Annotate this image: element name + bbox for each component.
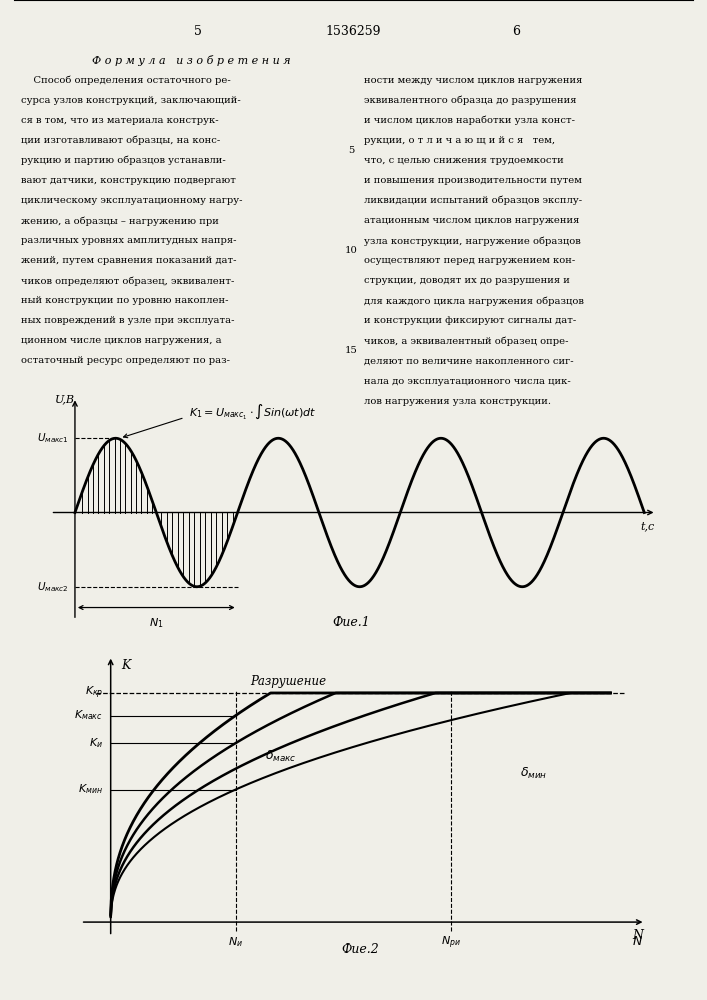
Text: ционном числе циклов нагружения, а: ционном числе циклов нагружения, а (21, 336, 222, 345)
Text: ных повреждений в узле при эксплуата-: ных повреждений в узле при эксплуата- (21, 316, 235, 325)
Text: струкции, доводят их до разрушения и: струкции, доводят их до разрушения и (364, 276, 570, 285)
Text: лов нагружения узла конструкции.: лов нагружения узла конструкции. (364, 397, 551, 406)
Text: что, с целью снижения трудоемкости: что, с целью снижения трудоемкости (364, 156, 564, 165)
Text: атационным числом циклов нагружения: атационным числом циклов нагружения (364, 216, 580, 225)
Text: Фие.2: Фие.2 (341, 943, 380, 956)
Text: $K_{макс}$: $K_{макс}$ (74, 709, 103, 722)
Text: чиков определяют образец, эквивалент-: чиков определяют образец, эквивалент- (21, 276, 235, 286)
Text: узла конструкции, нагружение образцов: узла конструкции, нагружение образцов (364, 236, 581, 246)
Text: U,B: U,B (54, 395, 75, 405)
Text: $K_и$: $K_и$ (89, 736, 103, 750)
Text: $K_{кр}$: $K_{кр}$ (85, 685, 103, 701)
Text: ликвидации испытаний образцов эксплу-: ликвидации испытаний образцов эксплу- (364, 196, 583, 205)
Text: $N_{ри}$: $N_{ри}$ (440, 935, 460, 951)
Text: 5: 5 (194, 25, 202, 38)
Text: Фие.1: Фие.1 (332, 616, 370, 629)
Text: 15: 15 (345, 346, 358, 355)
Text: 10: 10 (345, 246, 358, 255)
Text: и конструкции фиксируют сигналы дат-: и конструкции фиксируют сигналы дат- (364, 316, 576, 325)
Text: t,c: t,c (640, 521, 655, 531)
Text: Разрушение: Разрушение (250, 675, 327, 688)
Text: $N$: $N$ (633, 935, 643, 948)
Text: ся в том, что из материала конструк-: ся в том, что из материала конструк- (21, 116, 219, 125)
Text: деляют по величине накопленного сиг-: деляют по величине накопленного сиг- (364, 356, 573, 365)
Text: $\delta_{макс}$: $\delta_{макс}$ (265, 748, 296, 764)
Text: ции изготавливают образцы, на конс-: ции изготавливают образцы, на конс- (21, 136, 221, 145)
Text: $N_1$: $N_1$ (149, 616, 163, 630)
Text: Способ определения остаточного ре-: Способ определения остаточного ре- (21, 76, 231, 85)
Text: осуществляют перед нагружением кон-: осуществляют перед нагружением кон- (364, 256, 575, 265)
Text: различных уровнях амплитудных напря-: различных уровнях амплитудных напря- (21, 236, 237, 245)
Text: остаточный ресурс определяют по раз-: остаточный ресурс определяют по раз- (21, 356, 230, 365)
Text: нала до эксплуатационного числа цик-: нала до эксплуатационного числа цик- (364, 376, 571, 385)
Text: чиков, а эквивалентный образец опре-: чиков, а эквивалентный образец опре- (364, 336, 568, 346)
Text: жений, путем сравнения показаний дат-: жений, путем сравнения показаний дат- (21, 256, 237, 265)
Text: циклическому эксплуатационному нагру-: циклическому эксплуатационному нагру- (21, 196, 243, 205)
Text: и числом циклов наработки узла конст-: и числом циклов наработки узла конст- (364, 116, 575, 125)
Text: эквивалентного образца до разрушения: эквивалентного образца до разрушения (364, 96, 577, 105)
Text: K: K (121, 659, 130, 672)
Text: ный конструкции по уровню накоплен-: ный конструкции по уровню накоплен- (21, 296, 228, 305)
Text: $K_1 = U_{макс_1} \cdot \int Sin(\omega t) dt$: $K_1 = U_{макс_1} \cdot \int Sin(\omega … (189, 403, 316, 421)
Text: и повышения производительности путем: и повышения производительности путем (364, 176, 582, 185)
Text: жению, а образцы – нагружению при: жению, а образцы – нагружению при (21, 216, 219, 226)
Text: 6: 6 (512, 25, 520, 38)
Text: 5: 5 (348, 146, 355, 155)
Text: $N_и$: $N_и$ (228, 935, 243, 949)
Text: сурса узлов конструкций, заключающий-: сурса узлов конструкций, заключающий- (21, 96, 241, 105)
Text: $U_{макс1}$: $U_{макс1}$ (37, 431, 69, 445)
Text: $K_{мин}$: $K_{мин}$ (78, 783, 103, 796)
Text: рукцию и партию образцов устанавли-: рукцию и партию образцов устанавли- (21, 156, 226, 165)
Text: рукции, о т л и ч а ю щ и й с я   тем,: рукции, о т л и ч а ю щ и й с я тем, (364, 136, 555, 145)
Text: $U_{макс2}$: $U_{макс2}$ (37, 580, 69, 594)
Text: вают датчики, конструкцию подвергают: вают датчики, конструкцию подвергают (21, 176, 236, 185)
Text: ности между числом циклов нагружения: ности между числом циклов нагружения (364, 76, 583, 85)
Text: Ф о р м у л а   и з о б р е т е н и я: Ф о р м у л а и з о б р е т е н и я (92, 55, 291, 66)
Text: $\delta_{мин}$: $\delta_{мин}$ (520, 766, 548, 781)
Text: для каждого цикла нагружения образцов: для каждого цикла нагружения образцов (364, 296, 584, 306)
Text: 1536259: 1536259 (326, 25, 381, 38)
Text: N: N (632, 929, 643, 942)
